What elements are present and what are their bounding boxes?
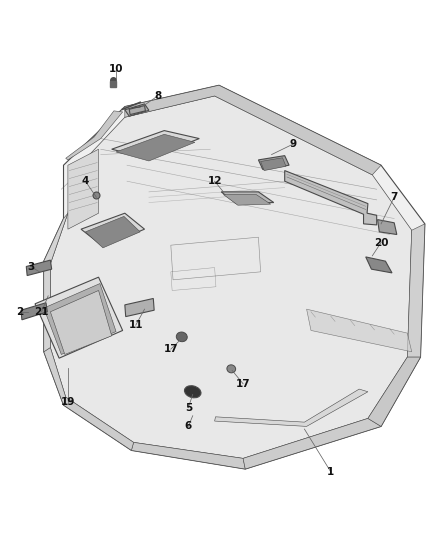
Polygon shape xyxy=(307,309,412,352)
Text: 6: 6 xyxy=(185,422,192,431)
Text: 2: 2 xyxy=(16,307,23,317)
Ellipse shape xyxy=(227,365,236,373)
Polygon shape xyxy=(215,389,368,426)
Text: 9: 9 xyxy=(290,139,297,149)
Polygon shape xyxy=(85,216,140,248)
Polygon shape xyxy=(44,348,66,405)
Ellipse shape xyxy=(184,386,201,398)
Polygon shape xyxy=(50,290,112,354)
Text: 1: 1 xyxy=(327,467,334,477)
Polygon shape xyxy=(223,195,271,205)
Text: 11: 11 xyxy=(128,320,143,330)
Polygon shape xyxy=(64,397,134,450)
Polygon shape xyxy=(258,156,289,169)
Polygon shape xyxy=(44,213,68,264)
Polygon shape xyxy=(129,106,145,115)
Polygon shape xyxy=(50,96,412,458)
Polygon shape xyxy=(221,192,274,204)
Polygon shape xyxy=(125,298,154,317)
Text: 17: 17 xyxy=(236,379,251,389)
Text: 5: 5 xyxy=(185,403,192,413)
Polygon shape xyxy=(378,220,397,235)
Polygon shape xyxy=(285,171,377,225)
Polygon shape xyxy=(35,277,123,358)
Polygon shape xyxy=(44,85,425,469)
Polygon shape xyxy=(407,224,425,357)
Text: 20: 20 xyxy=(374,238,389,247)
Polygon shape xyxy=(81,213,145,246)
Text: 10: 10 xyxy=(109,64,124,74)
Polygon shape xyxy=(44,261,50,352)
Polygon shape xyxy=(112,131,199,158)
Polygon shape xyxy=(131,442,245,469)
Text: 4: 4 xyxy=(82,176,89,186)
Polygon shape xyxy=(116,134,195,161)
Text: 17: 17 xyxy=(163,344,178,354)
Polygon shape xyxy=(66,111,123,160)
Polygon shape xyxy=(44,284,116,354)
Text: 3: 3 xyxy=(27,262,34,271)
Text: 7: 7 xyxy=(391,192,398,202)
Polygon shape xyxy=(368,357,420,426)
Ellipse shape xyxy=(177,332,187,342)
Text: 19: 19 xyxy=(61,398,75,407)
Text: 21: 21 xyxy=(34,307,49,317)
Polygon shape xyxy=(261,158,286,171)
Polygon shape xyxy=(366,257,392,273)
Polygon shape xyxy=(68,149,99,229)
Polygon shape xyxy=(125,85,381,175)
Text: 12: 12 xyxy=(207,176,222,186)
Polygon shape xyxy=(243,418,381,469)
Polygon shape xyxy=(26,260,52,276)
Text: 8: 8 xyxy=(154,91,161,101)
Polygon shape xyxy=(21,303,47,320)
Polygon shape xyxy=(125,104,149,116)
